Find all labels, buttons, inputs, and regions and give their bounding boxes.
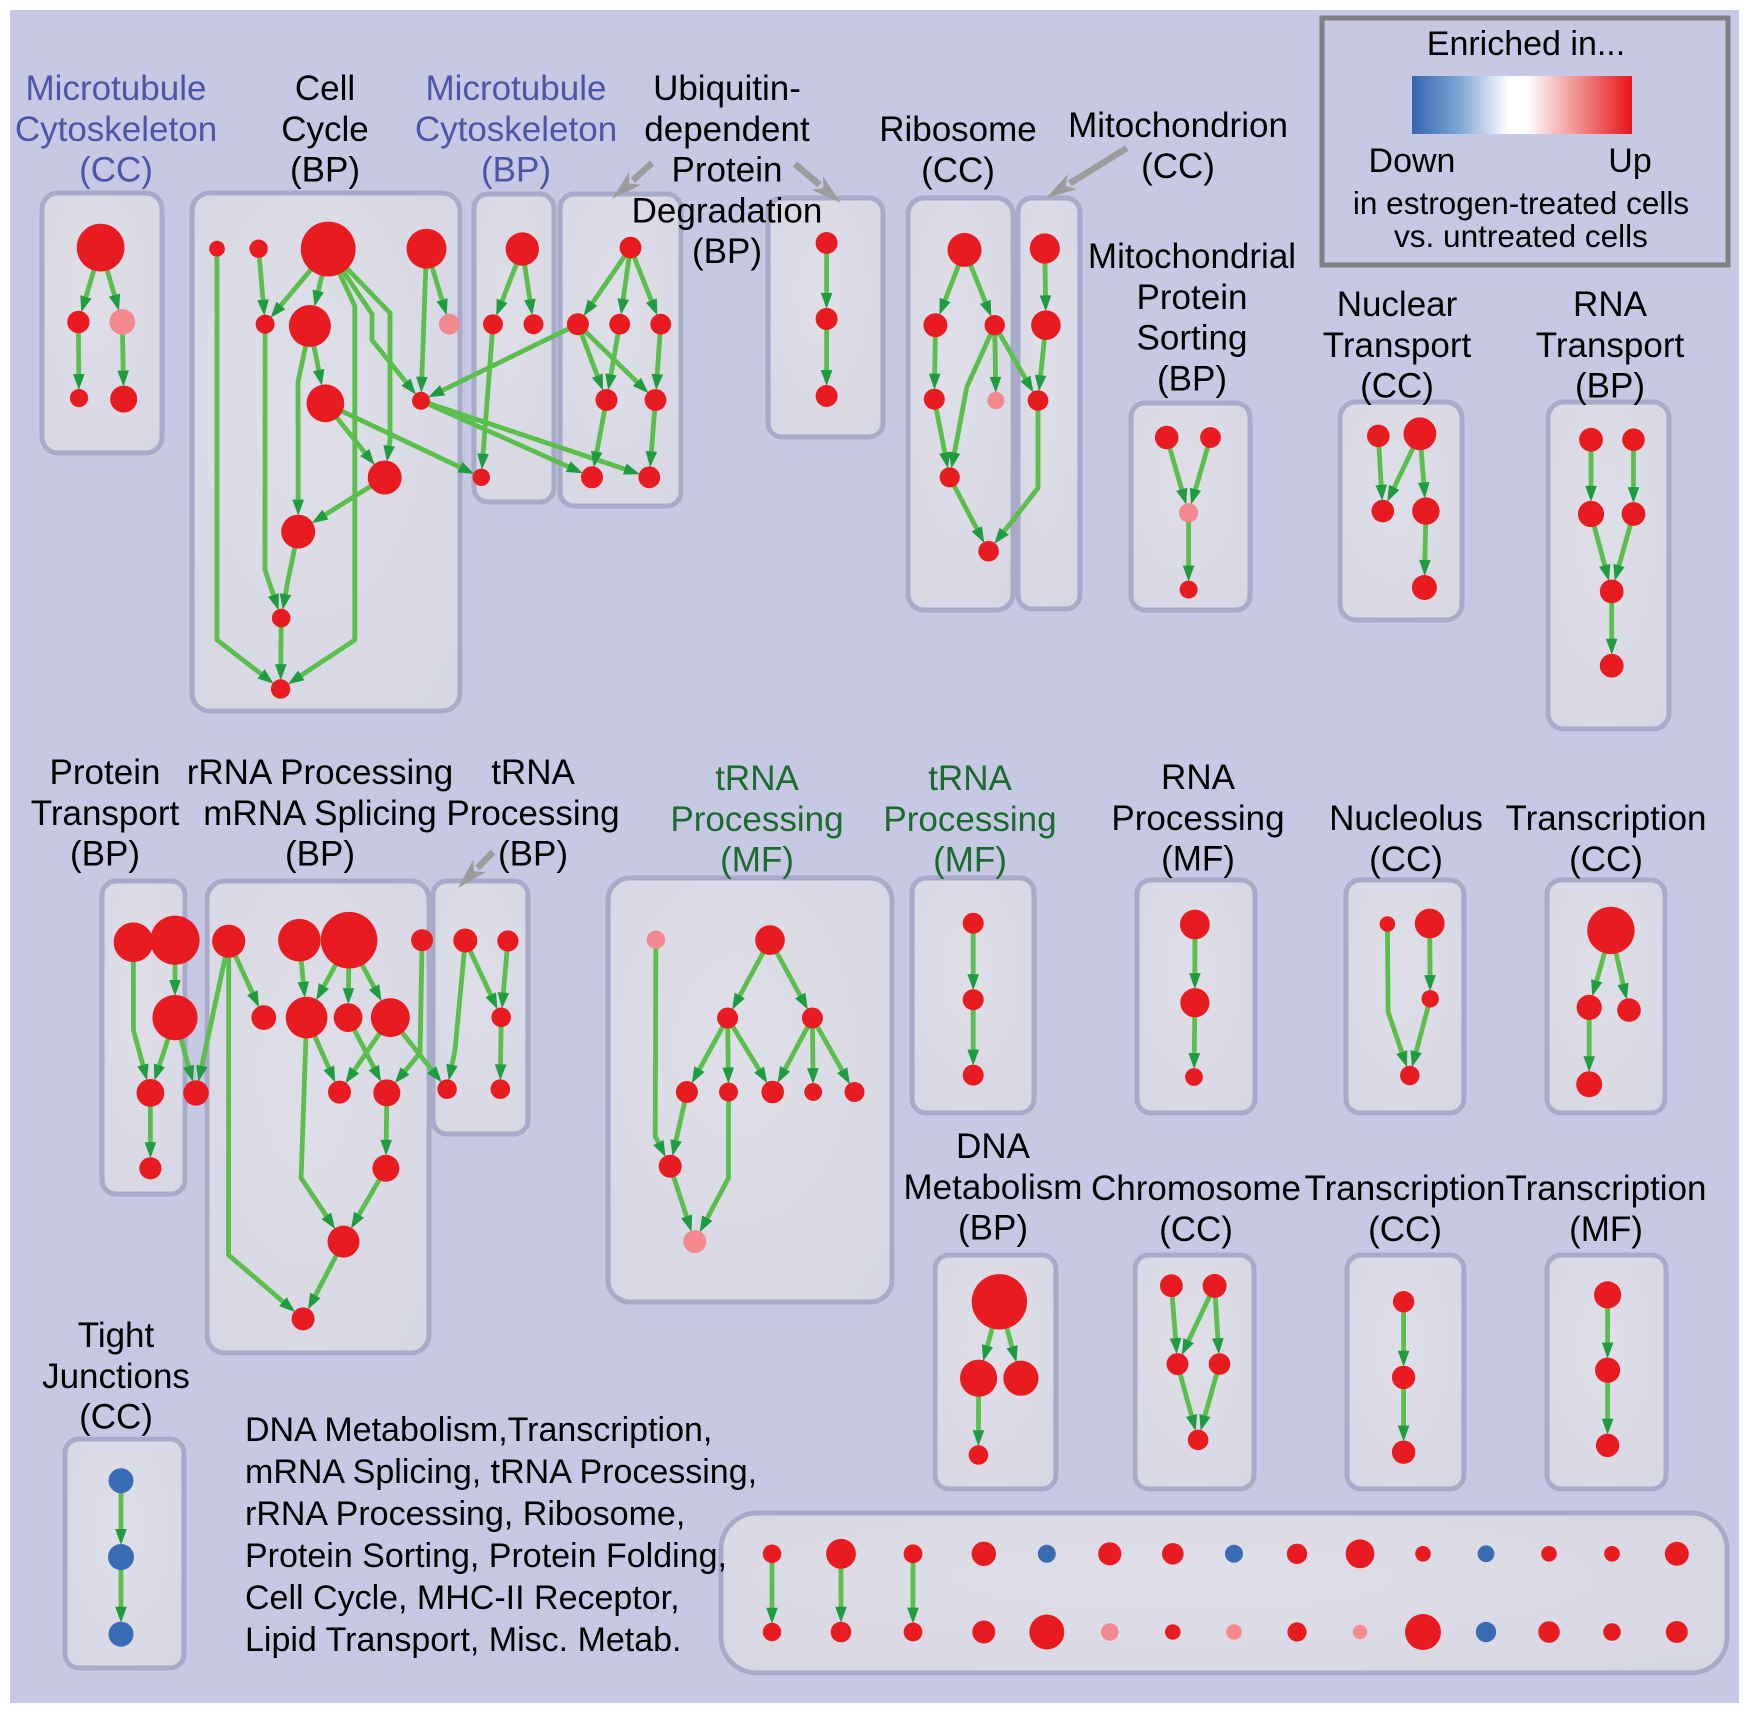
svg-text:Chromosome: Chromosome <box>1091 1169 1301 1208</box>
svg-text:Down: Down <box>1369 142 1456 180</box>
svg-text:in estrogen-treated cells: in estrogen-treated cells <box>1353 185 1689 221</box>
svg-text:tRNA: tRNA <box>928 759 1012 798</box>
svg-text:(BP): (BP) <box>70 835 140 874</box>
svg-text:(BP): (BP) <box>290 151 360 190</box>
svg-text:Processing: Processing <box>670 800 843 839</box>
svg-text:(CC): (CC) <box>1368 1210 1442 1249</box>
svg-text:Lipid Transport, Misc. Metab.: Lipid Transport, Misc. Metab. <box>245 1621 682 1659</box>
svg-text:Cycle: Cycle <box>281 110 369 149</box>
svg-text:(CC): (CC) <box>1159 1210 1233 1249</box>
svg-text:Cell: Cell <box>295 69 355 108</box>
svg-text:(CC): (CC) <box>1141 147 1215 186</box>
svg-text:Protein Sorting, Protein Foldi: Protein Sorting, Protein Folding, <box>245 1537 727 1575</box>
svg-text:Tight: Tight <box>78 1316 155 1355</box>
svg-text:Nucleolus: Nucleolus <box>1329 799 1483 838</box>
svg-text:Up: Up <box>1608 142 1651 180</box>
svg-text:DNA Metabolism,Transcription,: DNA Metabolism,Transcription, <box>245 1411 712 1449</box>
svg-text:(MF): (MF) <box>933 841 1007 880</box>
svg-text:DNA: DNA <box>956 1127 1031 1166</box>
svg-text:Degradation: Degradation <box>632 191 823 230</box>
svg-text:Cytoskeleton: Cytoskeleton <box>15 110 217 149</box>
svg-text:tRNA: tRNA <box>715 759 799 798</box>
svg-text:rRNA Processing, Ribosome,: rRNA Processing, Ribosome, <box>245 1495 685 1533</box>
svg-text:Microtubule: Microtubule <box>426 69 607 108</box>
svg-text:Cytoskeleton: Cytoskeleton <box>415 110 617 149</box>
svg-text:(CC): (CC) <box>79 1398 153 1437</box>
svg-text:Processing: Processing <box>883 800 1056 839</box>
svg-text:RNA: RNA <box>1161 758 1236 797</box>
svg-text:Mitochondrion: Mitochondrion <box>1068 106 1288 145</box>
svg-text:(MF): (MF) <box>1161 840 1235 879</box>
svg-text:dependent: dependent <box>644 110 810 149</box>
svg-text:Transport: Transport <box>1323 326 1472 365</box>
svg-text:Protein: Protein <box>50 753 161 792</box>
svg-text:Processing: Processing <box>446 794 619 833</box>
svg-text:Nuclear: Nuclear <box>1337 285 1458 324</box>
svg-text:Sorting: Sorting <box>1137 319 1248 358</box>
svg-text:(BP): (BP) <box>1157 359 1227 398</box>
svg-text:(BP): (BP) <box>1575 367 1645 406</box>
svg-text:(CC): (CC) <box>1360 367 1434 406</box>
svg-text:(CC): (CC) <box>1569 840 1643 879</box>
svg-text:tRNA: tRNA <box>491 753 575 792</box>
svg-text:Protein: Protein <box>672 151 783 190</box>
svg-text:Transcription: Transcription <box>1506 1169 1707 1208</box>
svg-text:Transcription: Transcription <box>1506 799 1707 838</box>
svg-text:(MF): (MF) <box>720 841 794 880</box>
svg-text:Processing: Processing <box>1111 799 1284 838</box>
svg-text:mRNA Splicing: mRNA Splicing <box>203 794 436 833</box>
svg-text:Ribosome: Ribosome <box>879 110 1037 149</box>
svg-text:vs. untreated cells: vs. untreated cells <box>1394 218 1648 254</box>
svg-text:Cell Cycle, MHC-II Receptor,: Cell Cycle, MHC-II Receptor, <box>245 1579 680 1617</box>
svg-text:(BP): (BP) <box>692 232 762 271</box>
svg-text:Metabolism: Metabolism <box>904 1168 1083 1207</box>
svg-text:Microtubule: Microtubule <box>26 69 207 108</box>
svg-text:Transport: Transport <box>1536 326 1685 365</box>
svg-text:Junctions: Junctions <box>42 1357 190 1396</box>
svg-text:(CC): (CC) <box>1369 840 1443 879</box>
svg-text:(BP): (BP) <box>498 835 568 874</box>
svg-text:Transport: Transport <box>31 794 180 833</box>
svg-text:(BP): (BP) <box>481 151 551 190</box>
svg-text:(MF): (MF) <box>1569 1210 1643 1249</box>
svg-text:(CC): (CC) <box>79 151 153 190</box>
svg-text:(BP): (BP) <box>285 835 355 874</box>
svg-text:Protein: Protein <box>1137 278 1248 317</box>
svg-text:Enriched in...: Enriched in... <box>1427 25 1625 63</box>
svg-text:mRNA Splicing, tRNA Processing: mRNA Splicing, tRNA Processing, <box>245 1453 757 1491</box>
svg-text:Transcription: Transcription <box>1305 1169 1506 1208</box>
svg-text:Mitochondrial: Mitochondrial <box>1088 237 1296 276</box>
svg-text:(CC): (CC) <box>921 151 995 190</box>
svg-text:Ubiquitin-: Ubiquitin- <box>653 69 801 108</box>
svg-text:(BP): (BP) <box>958 1209 1028 1248</box>
svg-text:RNA: RNA <box>1573 285 1648 324</box>
svg-text:rRNA Processing: rRNA Processing <box>187 753 453 792</box>
